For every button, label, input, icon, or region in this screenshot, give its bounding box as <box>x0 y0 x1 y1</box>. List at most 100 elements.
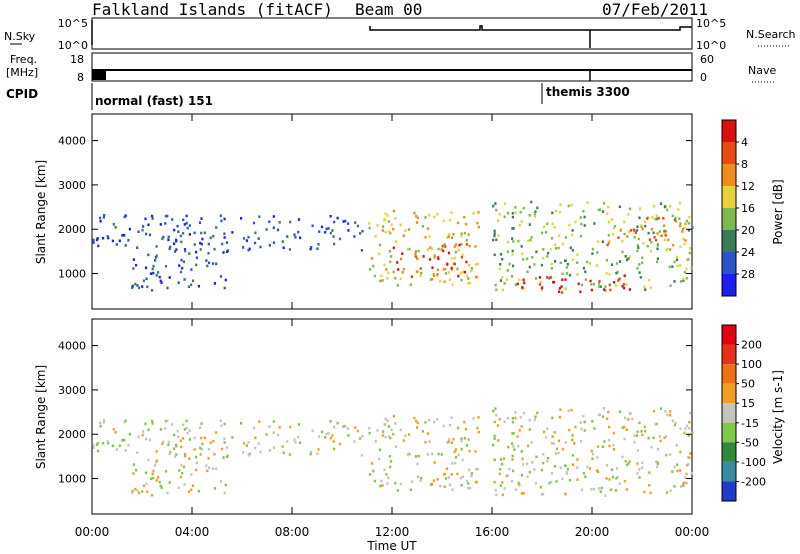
echo-cell <box>559 466 562 470</box>
echo-cell <box>463 270 466 274</box>
echo-cell <box>627 462 630 465</box>
echo-cell <box>566 262 569 266</box>
echo-cell <box>373 479 376 483</box>
echo-cell <box>669 248 672 251</box>
echo-cell <box>492 409 495 413</box>
echo-cell <box>512 227 515 230</box>
echo-cell <box>564 259 567 262</box>
echo-cell <box>378 243 382 247</box>
echo-cell <box>474 245 477 248</box>
echo-cell <box>416 421 419 425</box>
echo-cell <box>554 243 557 247</box>
echo-cell <box>476 467 479 471</box>
freq-label-1: Freq. <box>10 53 37 66</box>
echo-cell <box>207 242 210 246</box>
echo-cell <box>318 435 321 438</box>
echo-cell <box>638 468 641 471</box>
echo-cell <box>406 248 409 251</box>
echo-cell <box>162 440 165 444</box>
echo-cell <box>531 461 534 464</box>
echo-cell <box>518 483 521 487</box>
echo-cell <box>679 222 682 225</box>
time-axis: 00:00 04:00 08:00 12:00 16:00 20:00 00:00 <box>75 114 709 539</box>
echo-cell <box>199 248 202 251</box>
echo-cell <box>550 237 554 240</box>
echo-cell <box>175 239 178 243</box>
echo-cell <box>460 278 463 282</box>
echo-cell <box>145 232 148 236</box>
echo-cell <box>394 445 397 448</box>
freq-panel: Freq. [MHz] 18 8 Nave 60 0 <box>6 52 776 84</box>
echo-cell <box>493 420 496 424</box>
echo-cell <box>199 446 202 450</box>
echo-cell <box>123 420 126 424</box>
echo-cell <box>132 463 135 466</box>
echo-cell <box>642 241 645 245</box>
echo-cell <box>190 473 193 476</box>
echo-cell <box>643 425 646 429</box>
echo-cell <box>528 214 531 217</box>
echo-cell <box>387 476 390 480</box>
echo-cell <box>688 251 691 255</box>
echo-cell <box>511 432 514 435</box>
echo-cell <box>685 222 688 226</box>
echo-cell <box>493 232 496 235</box>
echo-cell <box>598 282 601 285</box>
echo-cell <box>386 482 389 485</box>
echo-cell <box>443 280 446 283</box>
echo-cell <box>493 434 496 438</box>
echo-cell <box>591 457 594 460</box>
echo-cell <box>582 414 585 418</box>
echo-cell <box>428 440 431 443</box>
echo-cell <box>186 431 189 435</box>
echo-cell <box>662 217 665 220</box>
echo-cell <box>342 425 345 428</box>
echo-cell <box>649 491 652 495</box>
echo-cell <box>564 492 567 496</box>
echo-cell <box>154 461 158 464</box>
echo-cell <box>685 424 688 428</box>
echo-cell <box>526 257 529 261</box>
echo-cell <box>447 476 450 479</box>
echo-cell <box>195 461 198 465</box>
echo-cell <box>560 285 563 288</box>
echo-cell <box>476 221 479 225</box>
echo-cell <box>494 488 497 492</box>
echo-cell <box>571 463 575 466</box>
echo-cell <box>586 201 589 204</box>
echo-cell <box>674 216 677 220</box>
echo-cell <box>636 249 639 253</box>
echo-cell <box>159 484 162 488</box>
echo-cell <box>387 220 390 223</box>
echo-cell <box>680 280 683 283</box>
echo-cell <box>493 229 496 233</box>
echo-cell <box>568 478 571 482</box>
echo-cell <box>513 448 516 451</box>
echo-cell <box>121 234 124 237</box>
colorbar-segment <box>722 230 736 252</box>
echo-cell <box>248 452 251 456</box>
echo-cell <box>640 224 643 227</box>
echo-cell <box>144 422 147 426</box>
echo-cell <box>162 235 165 239</box>
echo-cell <box>685 472 688 476</box>
echo-cell <box>208 261 211 265</box>
velocity-panel: 1000 2000 3000 4000 Slant Range [km] 200 100… <box>34 318 785 515</box>
echo-cell <box>413 416 416 420</box>
echo-cell <box>297 230 300 234</box>
echo-cell <box>454 256 457 260</box>
echo-cell <box>179 270 183 274</box>
echo-cell <box>181 471 184 475</box>
echo-cell <box>506 269 509 272</box>
echo-cell <box>590 488 593 491</box>
echo-cell <box>621 250 624 254</box>
echo-cell <box>688 215 691 219</box>
echo-cell <box>394 276 397 280</box>
echo-cell <box>380 479 383 483</box>
echo-cell <box>257 237 260 240</box>
echo-cell <box>571 249 574 252</box>
echo-cell <box>297 435 300 439</box>
echo-cell <box>623 425 626 429</box>
echo-cell <box>641 466 644 470</box>
echo-cell <box>511 249 514 253</box>
